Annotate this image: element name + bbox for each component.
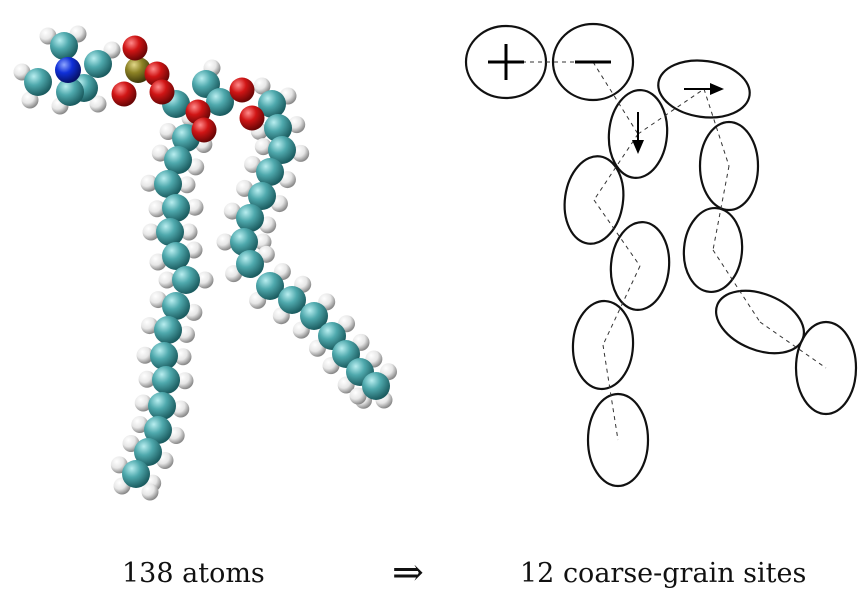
atom-c: [24, 68, 52, 96]
atom-c: [206, 88, 234, 116]
atom-h: [186, 198, 204, 216]
atom-o: [111, 81, 137, 107]
coarse-grain-bond: [593, 199, 641, 267]
coarse-grain-site-7: [609, 220, 671, 312]
coarse-grain-site-9: [571, 299, 635, 391]
atom-o: [149, 79, 175, 105]
atom-h: [141, 317, 159, 335]
atom-h: [176, 372, 194, 390]
atom-c: [172, 266, 200, 294]
atom-h: [349, 387, 367, 405]
atom-c: [162, 292, 190, 320]
atom-o: [229, 77, 255, 103]
coarse-grain-bond: [712, 249, 761, 323]
coarse-grain-site-8: [682, 206, 744, 294]
coarse-grain-site-2: [551, 22, 635, 102]
atom-c: [56, 78, 84, 106]
atom-h: [158, 271, 176, 289]
coarse-grain-site-12: [794, 320, 858, 416]
atom-c: [278, 286, 306, 314]
atom-h: [138, 370, 156, 388]
atom-n: [55, 57, 81, 83]
atom-h: [178, 176, 196, 194]
atom-h: [141, 483, 159, 501]
atom-c: [150, 342, 178, 370]
atomistic-lipid-model: [13, 25, 398, 501]
atom-c: [300, 302, 328, 330]
atom-o: [239, 105, 265, 131]
atom-c: [156, 218, 184, 246]
atom-c: [154, 170, 182, 198]
coarse-grain-site-6: [698, 120, 760, 212]
coarse-grain-bond: [637, 88, 705, 135]
atom-h: [148, 200, 166, 218]
atom-c: [256, 158, 284, 186]
atom-p: [125, 57, 151, 83]
coarse-grain-site-5: [563, 155, 625, 245]
coarse-grain-bond: [759, 321, 827, 369]
arrow-symbol: ⇒: [392, 550, 424, 594]
atom-o: [122, 35, 148, 61]
coarse-grain-bond: [592, 61, 639, 135]
atom-c: [50, 32, 78, 60]
atom-h: [89, 95, 107, 113]
coarse-grain-bond: [593, 133, 639, 201]
atom-h: [196, 271, 214, 289]
coarse-grain-model: [464, 22, 858, 488]
atom-h: [136, 346, 154, 364]
coarse-grain-site-4: [657, 59, 751, 119]
atom-c: [148, 392, 176, 420]
atom-h: [134, 394, 152, 412]
atom-c: [144, 416, 172, 444]
coarse-grain-bond: [602, 265, 641, 346]
atom-c: [248, 182, 276, 210]
atom-h: [142, 223, 160, 241]
atom-h: [254, 138, 272, 156]
atom-c: [154, 316, 182, 344]
atom-c: [230, 228, 258, 256]
coarse-grain-site-3: [607, 88, 669, 180]
atom-c: [236, 250, 264, 278]
atom-h: [288, 116, 306, 134]
coarse-grain-bond: [712, 165, 730, 251]
atom-h: [174, 348, 192, 366]
dipole-down-arrow-icon: [632, 140, 644, 154]
atomistic-caption: 138 atoms: [122, 558, 265, 589]
atom-c: [268, 136, 296, 164]
atom-c: [162, 242, 190, 270]
coarse-grain-bond: [602, 344, 619, 441]
atom-c: [162, 194, 190, 222]
atom-c: [84, 50, 112, 78]
coarse-grain-bond: [703, 88, 730, 167]
atom-h: [177, 325, 195, 343]
atom-c: [362, 372, 390, 400]
atom-c: [152, 366, 180, 394]
atom-h: [216, 233, 234, 251]
atom-h: [253, 77, 271, 95]
coarse-grain-caption: 12 coarse-grain sites: [520, 558, 807, 589]
atom-c: [256, 272, 284, 300]
atom-h: [292, 144, 310, 162]
atom-h: [21, 91, 39, 109]
atom-c: [236, 204, 264, 232]
atom-h: [140, 174, 158, 192]
atom-c: [134, 438, 162, 466]
atom-c: [122, 460, 150, 488]
atom-c: [164, 146, 192, 174]
dipole-right-arrow-icon: [710, 83, 724, 95]
atom-c: [258, 90, 286, 118]
atom-o: [191, 117, 217, 143]
atom-h: [172, 400, 190, 418]
atom-h: [180, 223, 198, 241]
coarse-grain-site-11: [586, 392, 650, 488]
atom-c: [264, 114, 292, 142]
